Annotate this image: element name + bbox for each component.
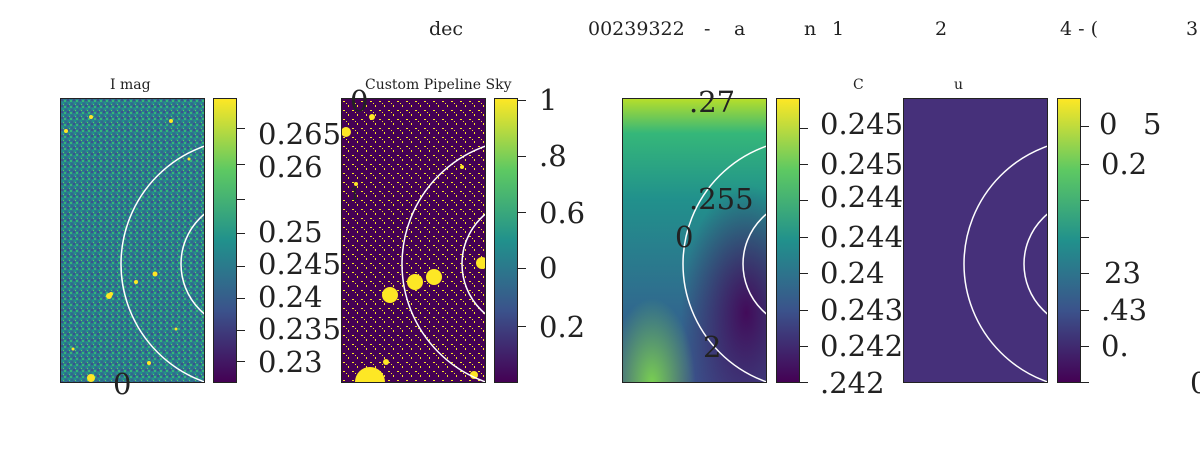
panel-4-image [903, 98, 1048, 383]
panel-3-colorbar [776, 98, 800, 383]
panel-3-title: C [853, 77, 864, 93]
suptitle-fragment-1: dec [429, 18, 464, 40]
panel-1-cbar-tick-3: 0.25 [258, 215, 323, 249]
panel-4-title: u [954, 77, 964, 93]
panel-3-cbar-tick-8: .242 [820, 366, 885, 400]
panel-3-cbar-tick-5: 0.24 [820, 256, 885, 290]
panel-4-overlay-text-1: 5 [1143, 107, 1162, 141]
panel-3-overlay-text-4: 2 [703, 330, 722, 364]
panel-1-annulus [120, 145, 204, 382]
panel-1-cbar-tick-6: 0.235 [258, 312, 342, 346]
panel-4-cbar-tick-4: .43 [1101, 293, 1148, 327]
panel-2-colorbar [494, 98, 518, 383]
panel-2-overlay-text-1: 0 [350, 84, 369, 118]
panel-4-annulus [963, 145, 1047, 382]
panel-1-title: I mag [110, 77, 151, 93]
panel-4-cbar-tick-3: 23 [1104, 256, 1141, 290]
panel-1-cbar-tick-7: 0.23 [258, 345, 323, 379]
panel-2-cbar-tick-3: 0.6 [539, 196, 586, 230]
suptitle-fragment-8: 4 - ( [1060, 18, 1098, 40]
panel-3-overlay-text-1: .27 [689, 85, 736, 119]
panel-1-colorbar [213, 98, 237, 383]
panel-4-overlay-text-2: 0 [1190, 366, 1200, 400]
panel-4-cbar-tick-5: 0. [1101, 329, 1129, 363]
panel-2-overlay-text-2: 1 [349, 184, 361, 205]
suptitle-fragment-7: 2 [935, 18, 948, 40]
suptitle-fragment-2: 00239322 [588, 18, 685, 40]
panel-3-overlay-text-3: 0 [675, 220, 694, 254]
panel-3-image [622, 98, 767, 383]
panel-2-title: Custom Pipeline Sky [365, 77, 512, 93]
panel-4-colorbar [1057, 98, 1081, 383]
panel-1-cbar-tick-1: 0.265 [258, 117, 342, 151]
panel-2-cbar-tick-2: .8 [539, 139, 567, 173]
panel-4-cbar-tick-1: 0 [1099, 107, 1118, 141]
panel-3-cbar-tick-4: 0.244 [820, 220, 904, 254]
suptitle-fragment-6: 1 [832, 18, 845, 40]
suptitle-fragment-3: - [704, 18, 711, 40]
panel-2-cbar-tick-5: 0.2 [539, 310, 586, 344]
panel-1-sources [64, 115, 191, 382]
panel-1-cbar-tick-4: 0.245 [258, 247, 342, 281]
panel-4-cbar-tick-2: 0.2 [1101, 147, 1148, 181]
panel-1-cbar-tick-2: 0.26 [258, 150, 323, 184]
panel-2-cbar-tick-1: 1 [539, 83, 558, 117]
panel-3-cbar-tick-6: 0.243 [820, 293, 904, 327]
panel-3-cbar-tick-2: 0.245 [820, 147, 904, 181]
panel-1-cbar-tick-5: 0.24 [258, 280, 323, 314]
suptitle-fragment-5: n [804, 18, 817, 40]
panel-2-image [341, 98, 486, 383]
panel-2-cbar-tick-4: 0 [539, 251, 558, 285]
panel-2-masked-sources [342, 114, 485, 382]
panel-1-overlay-text: 0 [113, 367, 132, 401]
panel-3-annulus [682, 145, 766, 382]
suptitle-fragment-9: 3 [1186, 18, 1199, 40]
panel-3-overlay-text-2: .255 [689, 182, 754, 216]
panel-2-annulus [401, 145, 485, 382]
suptitle-fragment-4: a [734, 18, 746, 40]
panel-1-image [60, 98, 205, 383]
